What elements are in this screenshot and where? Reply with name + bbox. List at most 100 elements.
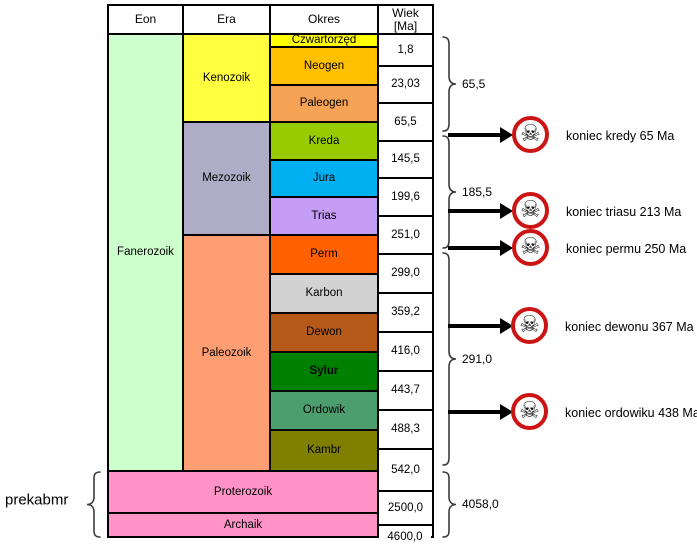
prekambr-text: prekabmr <box>5 491 69 509</box>
skull-icon-ordowiku: ☠ <box>511 393 548 430</box>
period-label: Czwartorzęd <box>291 34 357 47</box>
eon-cell-fanerozoik: Fanerozoik <box>107 33 184 472</box>
period-label: Ordowik <box>302 404 346 417</box>
brace-mezozoik <box>441 135 457 249</box>
brace-kenozoik <box>441 36 457 132</box>
age-cell: 359,2 <box>377 292 434 333</box>
age-cell: 443,7 <box>377 370 434 411</box>
extinction-label-permu: koniec permu 250 Ma <box>566 242 686 256</box>
era-cell-mezozoik: Mezozoik <box>182 121 271 236</box>
precambrian-label: Proterozoik <box>213 485 273 498</box>
age-value: 416,0 <box>391 345 420 358</box>
bracket-label-mezozoik: 185,5 <box>462 185 492 199</box>
period-cell-trias: Trias <box>269 196 379 236</box>
brace-prekambr-left <box>86 471 102 538</box>
age-value: 443,7 <box>391 384 420 397</box>
age-value: 2500,0 <box>387 501 424 514</box>
era-label: Paleozoik <box>201 346 252 359</box>
age-cell: 65,5 <box>377 102 434 142</box>
skull-glyph: ☠ <box>520 196 541 222</box>
column-header-okres-label: Okres <box>307 12 340 27</box>
age-value: 1,8 <box>397 43 414 56</box>
period-cell-karbon: Karbon <box>269 273 379 314</box>
period-label: Trias <box>311 209 337 222</box>
period-cell-perm: Perm <box>269 234 379 275</box>
age-value: 23,03 <box>391 78 420 91</box>
age-cell: 488,3 <box>377 409 434 450</box>
period-label: Neogen <box>303 59 345 72</box>
column-header-era-label: Era <box>217 12 236 27</box>
skull-icon-permu: ☠ <box>512 229 549 266</box>
period-cell-neogen: Neogen <box>269 46 379 86</box>
arrow-dewonu <box>448 318 513 334</box>
age-value: 488,3 <box>391 423 420 436</box>
extinction-label-ordowiku: koniec ordowiku 438 Ma <box>565 406 697 420</box>
age-cell: 145,5 <box>377 140 434 179</box>
column-header-wiek-line2: [Ma] <box>393 18 418 33</box>
column-header-eon: Eon <box>107 4 184 35</box>
column-header-okres: Okres <box>269 4 379 35</box>
bracket-label-paleozoik: 291,0 <box>462 352 492 366</box>
period-cell-paleogen: Paleogen <box>269 84 379 123</box>
age-value: 299,0 <box>391 267 420 280</box>
period-label: Perm <box>310 248 338 261</box>
age-cell: 1,8 <box>377 33 434 67</box>
age-value: 199,6 <box>391 190 420 203</box>
period-label: Kambr <box>307 444 341 457</box>
bracket-value: 185,5 <box>462 185 493 199</box>
precambrian-row-archaik: Archaik <box>107 512 379 538</box>
skull-glyph: ☠ <box>519 311 540 337</box>
period-label: Jura <box>312 172 336 185</box>
extinction-label-dewonu: koniec dewonu 367 Ma <box>565 320 694 334</box>
age-value: 145,5 <box>391 153 420 166</box>
bracket-label-kenozoik: 65,5 <box>462 77 485 91</box>
column-header-wiek-line1: Wiek <box>392 5 419 20</box>
age-value: 4600,0 <box>387 531 423 543</box>
period-cell-sylur: Sylur <box>269 351 379 392</box>
extinction-label-kredy: koniec kredy 65 Ma <box>566 129 674 143</box>
age-cell: 416,0 <box>377 331 434 372</box>
bracket-value: 65,5 <box>462 77 486 91</box>
age-value: 359,2 <box>391 306 420 319</box>
skull-icon-triasu: ☠ <box>512 192 549 229</box>
era-cell-paleozoik: Paleozoik <box>182 234 271 472</box>
age-cell: 251,0 <box>377 215 434 255</box>
period-cell-kambr: Kambr <box>269 429 379 472</box>
age-cell: 23,03 <box>377 65 434 104</box>
extinction-text: koniec ordowiku 438 Ma <box>565 406 697 420</box>
period-cell-ordowik: Ordowik <box>269 390 379 431</box>
eon-label: Fanerozoik <box>117 246 174 259</box>
era-label: Kenozoik <box>202 71 251 84</box>
extinction-label-triasu: koniec triasu 213 Ma <box>566 205 681 219</box>
period-cell-jura: Jura <box>269 159 379 198</box>
era-cell-kenozoik: Kenozoik <box>182 33 271 123</box>
age-value: 251,0 <box>391 228 420 241</box>
period-cell-dewon: Dewon <box>269 312 379 353</box>
brace-paleozoik <box>441 252 457 466</box>
brace-prekambr-right <box>441 471 457 538</box>
extinction-text: koniec permu 250 Ma <box>566 242 687 256</box>
skull-icon-dewonu: ☠ <box>511 307 548 344</box>
bracket-value: 291,0 <box>462 352 493 366</box>
extinction-text: koniec dewonu 367 Ma <box>565 320 694 334</box>
precambrian-label: Archaik <box>223 518 263 531</box>
skull-glyph: ☠ <box>519 397 540 423</box>
precambrian-row-proterozoik: Proterozoik <box>107 470 379 514</box>
extinction-text: koniec triasu 213 Ma <box>566 205 682 219</box>
period-cell-kreda: Kreda <box>269 121 379 161</box>
arrow-triasu <box>448 203 513 219</box>
age-value-bottom: 4600,0 <box>379 529 431 545</box>
column-header-era: Era <box>182 4 271 35</box>
period-label: Karbon <box>305 287 343 300</box>
column-header-eon-label: Eon <box>134 12 157 27</box>
bracket-label-prekambr: 4058,0 <box>462 497 499 511</box>
age-cell: 2500,0 <box>377 490 434 526</box>
period-label: Kreda <box>308 134 340 147</box>
period-label: Sylur <box>309 365 339 378</box>
age-cell: 299,0 <box>377 253 434 294</box>
skull-glyph: ☠ <box>520 233 541 259</box>
skull-icon-kredy: ☠ <box>512 116 549 153</box>
arrow-permu <box>448 240 513 256</box>
age-value: 542,0 <box>391 463 420 476</box>
